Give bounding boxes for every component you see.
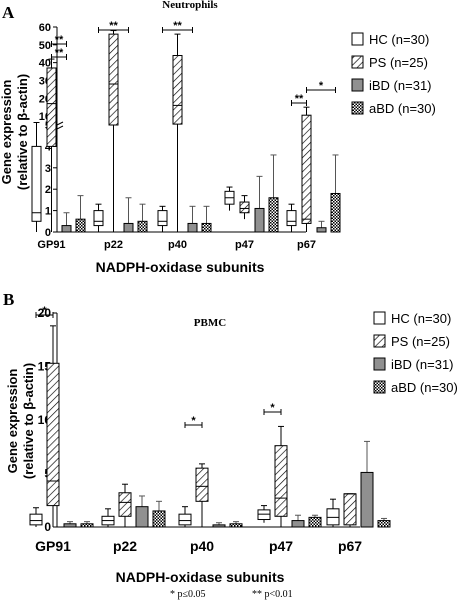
x-tick-label-p22: p22: [104, 239, 123, 251]
legend-label-hc: HC (n=30): [391, 311, 451, 326]
bar-abd-p47: [268, 197, 279, 233]
panel-a-title: Neutrophils: [162, 0, 218, 11]
legend-swatch-ps: [351, 55, 364, 69]
box-ps-p40: [195, 467, 209, 502]
box-ps-gp91: [46, 362, 60, 507]
legend-label-ps: PS (n=25): [391, 334, 450, 349]
panel-b-ylabel-line1: Gene expression: [5, 369, 20, 474]
y-tick-label: 2: [45, 184, 51, 196]
y-tick-label: 1: [45, 206, 51, 218]
significance-label: **: [173, 20, 182, 32]
legend-label-ibd: iBD (n=31): [391, 357, 454, 372]
bar-ibd-gp91: [61, 225, 72, 233]
legend-label-hc: HC (n=30): [369, 32, 429, 47]
footnote-p05: * p≤0.05: [170, 589, 206, 600]
box-ps-p67: [343, 493, 357, 526]
bar-abd-p40: [229, 523, 243, 528]
bar-abd-p67: [330, 192, 341, 233]
box-hc-gp91: [29, 513, 43, 526]
y-tick-label: 0: [45, 227, 51, 239]
box-ps-p40: [172, 55, 183, 125]
y-tick-label: 20: [38, 306, 52, 320]
bar-ibd-p47: [291, 520, 305, 528]
legend-label-ibd: iBD (n=31): [369, 78, 432, 93]
bar-abd-p67: [377, 520, 391, 528]
panel-a-label: A: [2, 3, 15, 22]
legend-label-abd: aBD (n=30): [391, 380, 458, 395]
legend-label-abd: aBD (n=30): [369, 101, 436, 116]
significance-label: **: [109, 20, 118, 32]
legend-label-ps: PS (n=25): [369, 55, 428, 70]
box-ps-p67: [301, 114, 312, 224]
box-ps-p22: [118, 492, 132, 517]
y-tick-label: 60: [39, 22, 51, 34]
legend-swatch-ibd: [351, 78, 364, 92]
footnote-p01: ** p<0.01: [252, 589, 293, 600]
box-hc-p40: [157, 210, 168, 227]
x-tick-label-p47: p47: [235, 239, 254, 251]
significance-label: *: [319, 80, 324, 92]
box-ps-p22: [108, 33, 119, 126]
bar-ibd-p22: [123, 222, 134, 233]
significance-label: **: [295, 93, 304, 105]
box-ps-p47: [239, 201, 250, 214]
significance-label: *: [191, 415, 196, 427]
x-tick-label-gp91: GP91: [37, 239, 65, 251]
y-tick-label: 0: [44, 520, 51, 534]
panel-b-plot: 05101520GP91p22p40p47p67***HC (n=30)PS (…: [29, 305, 458, 554]
x-tick-label-p47: p47: [269, 538, 293, 554]
bar-ibd-p47: [254, 207, 265, 233]
legend-swatch-ibd: [373, 357, 386, 371]
panel-b-xlabel: NADPH-oxidase subunits: [116, 569, 285, 585]
legend-swatch-abd: [351, 101, 364, 115]
bar-ibd-p67: [360, 471, 374, 528]
x-tick-label-gp91: GP91: [35, 538, 71, 554]
panel-b-label: B: [3, 290, 14, 309]
x-tick-label-p22: p22: [113, 538, 137, 554]
panel-a-xlabel: NADPH-oxidase subunits: [96, 259, 265, 275]
panel-a-ylabel-line2: (relative to β-actin): [15, 74, 30, 190]
box-ps-p47: [274, 445, 288, 517]
box-hc-p22: [93, 210, 104, 227]
panel-b-title: PBMC: [194, 317, 226, 329]
bar-abd-gp91: [75, 218, 86, 233]
bar-abd-p40: [201, 222, 212, 233]
x-tick-label-p40: p40: [190, 538, 214, 554]
panel-b-ylabel-line2: (relative to β-actin): [21, 363, 36, 479]
panel-a-ylabel-line1: Gene expression: [0, 80, 14, 185]
y-tick-label: 3: [45, 163, 51, 175]
x-tick-label-p67: p67: [338, 538, 362, 554]
box-hc-p40: [178, 513, 192, 526]
x-tick-label-p40: p40: [168, 239, 187, 251]
bar-abd-p22: [152, 510, 166, 528]
legend-swatch-ps: [373, 334, 386, 348]
significance-label: *: [42, 305, 47, 317]
legend-swatch-abd: [373, 380, 386, 394]
legend-swatch-hc: [351, 32, 364, 46]
bar-abd-gp91: [80, 523, 94, 528]
bar-ibd-gp91: [63, 523, 77, 528]
bar-abd-p47: [308, 516, 322, 528]
box-hc-p47: [257, 509, 271, 521]
bar-ibd-p40: [187, 222, 198, 233]
bar-abd-p22: [137, 220, 148, 233]
box-hc-p67: [286, 210, 297, 227]
bar-ibd-p22: [135, 506, 149, 528]
y-tick-label: 4: [45, 141, 52, 153]
y-tick-label: 40: [39, 58, 51, 70]
legend-swatch-hc: [373, 311, 386, 325]
bar-ibd-p67: [316, 227, 327, 233]
x-tick-label-p67: p67: [297, 239, 316, 251]
significance-label: *: [270, 402, 275, 414]
y-tick-label: 50: [39, 40, 51, 52]
significance-label: **: [55, 47, 64, 59]
box-hc-gp91: [31, 145, 42, 222]
significance-label: **: [55, 34, 64, 46]
bar-ibd-p40: [212, 524, 226, 528]
box-ps-gp91: [46, 67, 57, 147]
panel-a-plot: 012345102030405060GP91p22p40p47p67******…: [31, 20, 436, 251]
box-hc-p67: [326, 508, 340, 526]
